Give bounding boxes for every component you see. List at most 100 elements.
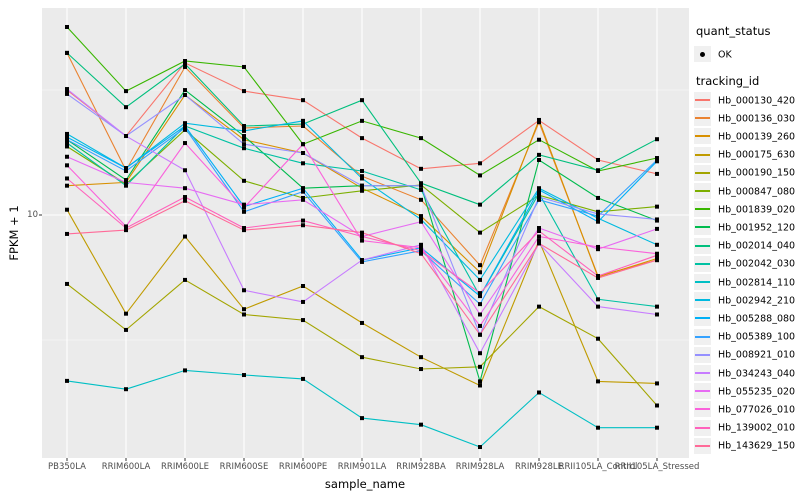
point-marker bbox=[360, 98, 364, 103]
point-marker bbox=[242, 142, 246, 147]
point-marker bbox=[360, 118, 364, 123]
point-marker bbox=[655, 171, 659, 176]
point-marker bbox=[655, 137, 659, 142]
x-tick-label: RRIM928LE bbox=[515, 462, 563, 472]
point-marker bbox=[124, 327, 128, 332]
point-marker bbox=[478, 364, 482, 369]
point-marker bbox=[65, 91, 69, 96]
legend-item-label: Hb_001839_020 bbox=[718, 204, 796, 216]
point-marker bbox=[419, 245, 423, 250]
point-marker bbox=[360, 258, 364, 263]
point-marker bbox=[124, 178, 128, 183]
point-marker bbox=[65, 163, 69, 168]
point-marker bbox=[183, 277, 187, 282]
point-marker bbox=[183, 61, 187, 66]
point-marker bbox=[124, 89, 128, 94]
point-marker bbox=[596, 195, 600, 200]
x-tick-label: RRIM928LA bbox=[455, 462, 505, 472]
point-marker bbox=[65, 144, 69, 149]
point-marker bbox=[537, 226, 541, 231]
point-marker bbox=[65, 183, 69, 188]
point-marker bbox=[655, 242, 659, 247]
point-marker bbox=[242, 128, 246, 133]
point-marker bbox=[301, 376, 305, 381]
point-marker bbox=[419, 422, 423, 427]
x-tick-label: RRII105LA_Control bbox=[558, 462, 638, 472]
point-marker bbox=[242, 288, 246, 293]
point-marker bbox=[360, 320, 364, 325]
point-marker bbox=[537, 137, 541, 142]
point-marker bbox=[124, 387, 128, 392]
point-marker bbox=[360, 416, 364, 421]
point-marker bbox=[242, 202, 246, 207]
point-marker bbox=[655, 258, 659, 263]
point-marker bbox=[65, 141, 69, 146]
point-marker bbox=[242, 312, 246, 317]
legend-key-line-icon bbox=[694, 164, 711, 181]
point-marker bbox=[65, 207, 69, 212]
point-marker bbox=[537, 195, 541, 200]
point-marker bbox=[242, 64, 246, 69]
point-marker bbox=[419, 217, 423, 222]
point-marker bbox=[183, 186, 187, 191]
legend-key-line-icon bbox=[694, 401, 711, 418]
point-marker bbox=[242, 89, 246, 94]
point-marker bbox=[183, 59, 187, 64]
point-marker bbox=[124, 183, 128, 188]
legend-key-line-icon bbox=[694, 183, 711, 199]
point-marker bbox=[360, 186, 364, 191]
legend-item-label: Hb_002042_030 bbox=[718, 258, 796, 270]
point-marker bbox=[183, 141, 187, 146]
point-marker bbox=[124, 180, 128, 185]
y-axis-title: FPKM + 1 bbox=[7, 205, 21, 261]
point-marker bbox=[596, 219, 600, 224]
legend-key-line-icon bbox=[694, 274, 711, 290]
point-marker bbox=[537, 197, 541, 202]
point-marker bbox=[478, 383, 482, 388]
legend-key-line-icon bbox=[694, 383, 711, 400]
point-marker bbox=[655, 312, 659, 317]
point-marker bbox=[419, 181, 423, 186]
legend-key-line-icon bbox=[694, 219, 711, 236]
point-marker bbox=[360, 183, 364, 188]
point-marker bbox=[596, 336, 600, 341]
point-marker bbox=[183, 121, 187, 126]
point-marker bbox=[478, 270, 482, 275]
legend-item-label: Hb_002942_210 bbox=[718, 295, 796, 307]
point-marker bbox=[537, 157, 541, 162]
point-marker bbox=[301, 98, 305, 103]
point-marker bbox=[183, 64, 187, 69]
point-marker bbox=[537, 234, 541, 239]
point-marker bbox=[242, 373, 246, 378]
point-marker bbox=[478, 323, 482, 328]
point-marker bbox=[65, 154, 69, 159]
point-marker bbox=[124, 228, 128, 233]
point-marker bbox=[65, 137, 69, 142]
point-marker bbox=[301, 186, 305, 191]
point-marker bbox=[596, 379, 600, 384]
point-marker bbox=[183, 198, 187, 203]
point-marker bbox=[419, 367, 423, 372]
point-marker bbox=[301, 142, 305, 147]
point-marker bbox=[242, 307, 246, 312]
point-marker bbox=[537, 241, 541, 246]
point-marker bbox=[301, 122, 305, 127]
point-marker bbox=[301, 197, 305, 202]
legend-item-label: Hb_005288_080 bbox=[718, 313, 796, 325]
point-marker bbox=[301, 283, 305, 288]
point-marker bbox=[360, 174, 364, 179]
legend-item-label: Hb_000190_150 bbox=[718, 167, 796, 179]
legend-key-line-icon bbox=[694, 310, 711, 327]
point-marker bbox=[183, 168, 187, 173]
point-marker bbox=[537, 191, 541, 196]
legend-key-line-icon bbox=[694, 419, 711, 436]
point-marker bbox=[478, 379, 482, 384]
point-marker bbox=[360, 188, 364, 193]
point-marker bbox=[242, 146, 246, 151]
point-marker bbox=[537, 304, 541, 309]
legend-title-quant-status: quant_status bbox=[696, 24, 771, 38]
point-marker bbox=[65, 24, 69, 29]
legend-item-label: Hb_002814_110 bbox=[718, 277, 796, 288]
point-marker bbox=[537, 187, 541, 192]
